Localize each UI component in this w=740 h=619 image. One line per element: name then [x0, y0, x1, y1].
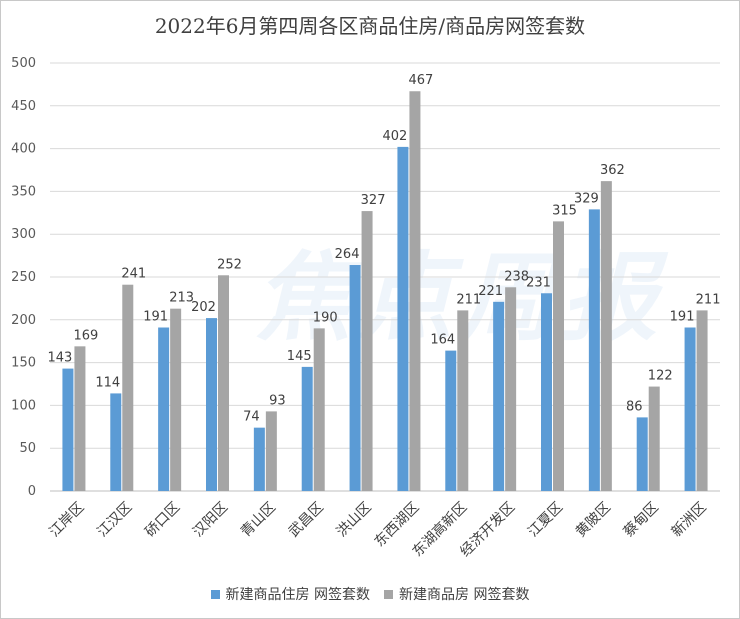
legend-label-series-1: 新建商品住房 网签套数	[225, 587, 370, 603]
data-label-series-1: 402	[383, 129, 408, 144]
x-tick-label: 江夏区	[525, 499, 566, 540]
bar-series-1	[110, 393, 122, 491]
data-label-series-1: 202	[191, 300, 216, 315]
y-tick-label: 300	[11, 227, 36, 242]
y-tick-label: 450	[11, 99, 36, 114]
data-label-series-2: 327	[361, 193, 386, 208]
y-tick-label: 250	[11, 270, 36, 285]
bar-series-1	[588, 209, 600, 491]
legend: 新建商品住房 网签套数 新建商品房 网签套数	[0, 584, 740, 604]
data-label-series-2: 241	[121, 267, 146, 282]
legend-item-series-1: 新建商品住房 网签套数	[210, 584, 370, 604]
y-tick-label: 50	[19, 441, 36, 456]
data-label-series-1: 191	[670, 310, 695, 325]
data-label-series-1: 264	[335, 247, 360, 262]
bar-series-1	[349, 265, 361, 491]
x-tick-label: 青山区	[238, 499, 279, 540]
x-tick-label: 武昌区	[286, 499, 327, 540]
data-label-series-2: 252	[217, 257, 242, 272]
bar-series-1	[684, 327, 696, 491]
bar-series-2	[265, 411, 277, 491]
x-tick-label: 黄陂区	[572, 499, 614, 541]
data-label-series-1: 164	[430, 333, 455, 348]
bar-series-2	[409, 91, 421, 492]
data-label-series-1: 329	[574, 191, 599, 206]
data-label-series-2: 238	[504, 269, 529, 284]
chart-title: 2022年6月第四周各区商品住房/商品房网签套数	[154, 14, 586, 38]
bar-series-1	[445, 350, 457, 491]
x-tick-label: 江汉区	[94, 499, 135, 540]
bar-series-2	[505, 287, 517, 491]
legend-swatch-series-2	[384, 589, 393, 599]
bar-series-1	[493, 301, 505, 491]
data-label-series-1: 231	[526, 275, 551, 290]
bar-series-2	[648, 386, 660, 491]
bar-series-1	[206, 318, 217, 491]
bar-series-1	[397, 146, 409, 491]
bar-series-2	[170, 308, 182, 491]
data-label-series-2: 190	[313, 310, 338, 325]
x-tick-label: 蔡甸区	[621, 499, 662, 540]
bar-series-2	[361, 211, 373, 491]
data-label-series-2: 213	[169, 291, 194, 306]
data-label-series-2: 315	[552, 203, 577, 218]
bar-series-2	[74, 346, 86, 491]
bar-series-2	[600, 181, 612, 492]
data-label-series-1: 86	[626, 399, 643, 414]
y-tick-label: 150	[11, 356, 36, 371]
data-label-series-2: 467	[409, 73, 434, 88]
data-label-series-2: 122	[648, 369, 673, 384]
data-label-series-2: 211	[456, 292, 481, 307]
x-tick-label: 汉阳区	[190, 499, 231, 540]
y-tick-label: 200	[11, 313, 36, 328]
bar-series-1	[62, 368, 74, 491]
bar-series-1	[636, 417, 648, 491]
bar-series-1	[301, 366, 313, 491]
y-tick-label: 0	[28, 484, 36, 499]
bar-series-1	[541, 293, 552, 491]
y-tick-label: 500	[11, 56, 36, 71]
bar-series-2	[696, 310, 708, 491]
bar-series-2	[218, 275, 229, 491]
x-tick-label: 新洲区	[669, 499, 710, 540]
data-label-series-1: 114	[95, 375, 120, 390]
data-label-series-1: 191	[143, 310, 168, 325]
legend-label-series-2: 新建商品房 网签套数	[399, 587, 530, 603]
y-tick-label: 100	[11, 398, 36, 413]
bar-series-2	[457, 310, 469, 491]
data-label-series-2: 362	[600, 163, 625, 178]
y-tick-label: 400	[11, 142, 36, 157]
x-tick-label: 洪山区	[334, 499, 375, 540]
data-label-series-2: 169	[74, 328, 99, 343]
bar-series-2	[122, 284, 134, 491]
x-tick-label: 硚口区	[142, 499, 183, 540]
bar-series-1	[253, 427, 265, 491]
data-label-series-1: 221	[478, 284, 503, 299]
bar-series-1	[158, 327, 170, 491]
data-label-series-1: 74	[243, 410, 260, 425]
bar-series-2	[313, 328, 325, 491]
data-label-series-2: 93	[269, 393, 286, 408]
bar-series-2	[553, 221, 564, 492]
data-label-series-1: 143	[48, 351, 73, 366]
data-label-series-1: 145	[287, 349, 312, 364]
x-tick-label: 江岸区	[47, 499, 88, 540]
legend-item-series-2: 新建商品房 网签套数	[384, 584, 529, 604]
y-tick-label: 350	[11, 184, 36, 199]
data-label-series-2: 211	[696, 292, 721, 307]
legend-swatch-series-1	[210, 589, 220, 599]
